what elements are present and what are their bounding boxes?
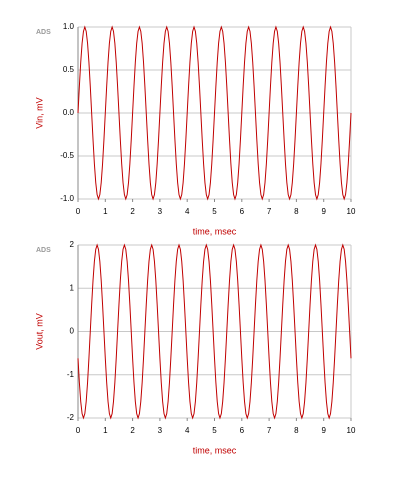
x-axis-label: time, msec [193, 226, 237, 236]
x-tick-label: 10 [347, 207, 356, 216]
x-tick-label: 7 [267, 207, 272, 216]
x-tick-label: 8 [294, 426, 299, 435]
logo: ADS [36, 247, 51, 254]
x-tick-label: 0 [76, 426, 81, 435]
x-tick-label: 4 [185, 207, 190, 216]
x-tick-label: 4 [185, 426, 190, 435]
x-tick-label: 3 [158, 207, 163, 216]
y-tick-label: 0.5 [63, 65, 75, 74]
line-series [77, 25, 352, 201]
y-tick-label: 2 [70, 240, 75, 249]
x-tick-label: 9 [321, 207, 326, 216]
y-tick-label: 1 [70, 283, 75, 292]
x-tick-label: 3 [158, 426, 163, 435]
x-tick-label: 5 [212, 207, 217, 216]
x-tick-label: 6 [240, 426, 245, 435]
x-tick-label: 2 [130, 207, 135, 216]
x-tick-label: 7 [267, 426, 272, 435]
x-tick-label: 6 [240, 207, 245, 216]
x-tick-label: 10 [347, 426, 356, 435]
x-tick-label: 9 [321, 426, 326, 435]
y-tick-label: 0.0 [63, 108, 75, 117]
x-tick-label: 8 [294, 207, 299, 216]
y-axis-label: Vin, mV [34, 97, 44, 128]
x-tick-label: 1 [103, 426, 108, 435]
y-tick-label: -1 [67, 370, 75, 379]
x-tick-label: 2 [130, 426, 135, 435]
y-tick-label: -2 [67, 413, 75, 422]
line-series [77, 243, 352, 420]
y-tick-label: -0.5 [60, 151, 74, 160]
y-tick-label: -1.0 [60, 194, 74, 203]
y-axis-label: Vout, mV [34, 313, 44, 350]
logo: ADS [36, 29, 51, 36]
x-tick-label: 0 [76, 207, 81, 216]
x-tick-label: 1 [103, 207, 108, 216]
x-tick-label: 5 [212, 426, 217, 435]
y-tick-label: 0 [70, 327, 75, 336]
x-axis-label: time, msec [193, 445, 237, 455]
y-tick-label: 1.0 [63, 22, 75, 31]
